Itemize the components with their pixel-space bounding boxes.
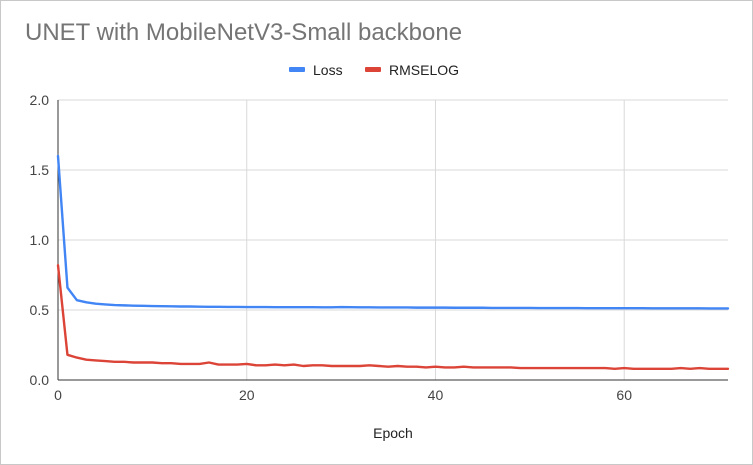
y-tick-label: 0.0 [30,372,50,388]
y-tick-label: 1.5 [30,162,50,178]
legend-swatch-rmselog [365,67,381,72]
legend[interactable]: Loss RMSELOG [289,62,459,78]
chart-title: UNET with MobileNetV3-Small backbone [25,19,463,46]
y-tick-label: 1.0 [30,232,50,248]
x-tick-label: 40 [428,387,444,403]
series-line-loss [56,154,730,310]
y-tick-label: 0.5 [30,302,50,318]
legend-label-loss: Loss [313,62,343,78]
gridlines [58,99,728,380]
x-tick-label: 20 [239,387,255,403]
x-axis-label: Epoch [373,425,413,441]
legend-label-rmselog: RMSELOG [389,62,459,78]
legend-item-loss[interactable]: Loss [289,62,343,78]
legend-item-rmselog[interactable]: RMSELOG [365,62,459,78]
x-tick-label: 60 [616,387,632,403]
x-tick-label: 0 [54,387,62,403]
series-lines [56,154,730,370]
axes [57,100,728,381]
legend-swatch-loss [289,67,305,72]
y-tick-label: 2.0 [30,92,50,108]
series-line-rmselog [56,264,730,370]
tick-labels: 0.0 0.5 1.0 1.5 2.0 0 20 40 60 [30,92,633,403]
